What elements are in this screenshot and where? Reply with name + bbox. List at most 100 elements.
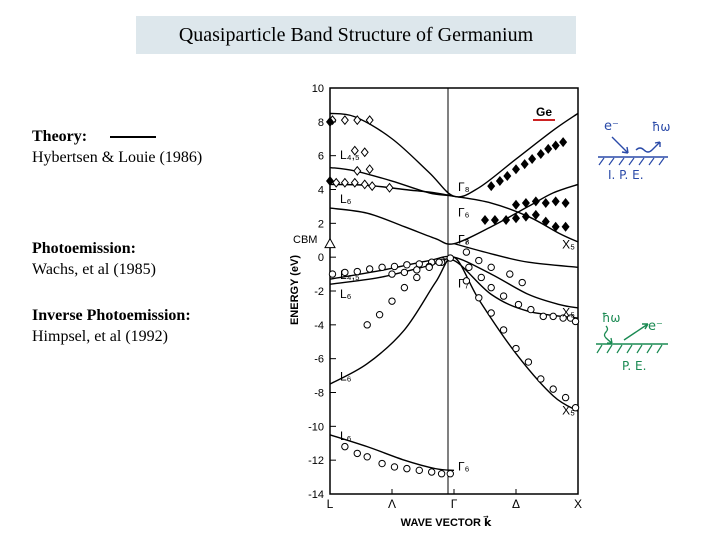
photoemission-point <box>400 283 409 292</box>
inverse-photoemission-point <box>360 147 369 158</box>
material-label: Ge <box>536 105 552 119</box>
high-symmetry-label: L₄,₅ <box>340 268 360 282</box>
inverse-photoemission-filled-point <box>536 148 545 159</box>
legend-ipe-source: Himpsel, et al (1992) <box>32 328 168 345</box>
photoemission-point <box>477 273 485 282</box>
legend-pe: Photoemission: Wachs, et al (1985) <box>32 238 156 280</box>
photoemission-point <box>435 258 443 266</box>
photoemission-point <box>487 263 495 272</box>
inverse-photoemission-filled-point <box>531 196 540 207</box>
inverse-photoemission-point <box>340 115 349 126</box>
photoemission-point <box>378 263 386 272</box>
photoemission-point <box>571 317 580 326</box>
high-symmetry-label: X₅ <box>562 238 575 252</box>
photoemission-points <box>328 248 580 478</box>
photoemission-point <box>465 263 473 272</box>
photoemission-point <box>390 463 399 471</box>
x-tick-label: L <box>327 497 334 511</box>
ipe-label: I. P. E. <box>608 168 644 182</box>
inverse-photoemission-point <box>353 165 362 176</box>
inverse-photoemission-filled-point <box>502 214 511 225</box>
y-tick-label: -8 <box>314 388 324 400</box>
y-tick-label: 10 <box>312 83 324 95</box>
plot-frame <box>329 87 579 495</box>
photoemission-point <box>524 358 533 366</box>
photoemission-point <box>375 310 384 319</box>
inverse-photoemission-point <box>385 182 394 193</box>
inverse-photoemission-point <box>368 181 377 192</box>
high-symmetry-label: L₆ <box>340 192 352 206</box>
legend-ipe-heading: Inverse Photoemission: <box>32 307 191 324</box>
inverse-photoemission-point <box>332 177 341 188</box>
inverse-photoemission-filled-point <box>561 221 570 232</box>
inverse-photoemission-filled-point <box>480 214 490 225</box>
y-axis-label: ENERGY (eV) <box>289 255 301 325</box>
inverse-photoemission-filled-point <box>559 137 568 148</box>
inverse-photoemission-filled-point <box>551 196 560 207</box>
photoemission-point <box>506 270 514 278</box>
photoemission-point <box>427 468 436 476</box>
photoemission-point <box>388 270 396 278</box>
cbm-label: CBM <box>293 234 317 246</box>
chart-title-box: Quasiparticle Band Structure of Germaniu… <box>136 16 576 54</box>
inverse-photoemission-filled-point <box>531 209 540 220</box>
pe-label: P. E. <box>622 359 646 373</box>
photoemission-point <box>566 314 575 322</box>
pe-electron-label: e⁻ <box>648 319 663 334</box>
photoemission-point <box>527 305 535 314</box>
y-tick-label: 8 <box>318 117 324 129</box>
photoemission-point <box>437 470 446 478</box>
theory-band-line <box>329 434 455 472</box>
pe-note: ħω e⁻ P. E. <box>596 311 668 373</box>
legend-pe-heading: Photoemission: <box>32 240 136 257</box>
y-tick-label: 2 <box>318 218 324 230</box>
y-tick-label: 6 <box>318 151 324 163</box>
inverse-photoemission-filled-point <box>511 164 521 175</box>
photoemission-point <box>462 277 471 285</box>
high-symmetry-label: L₄,₅ <box>340 148 360 162</box>
photoemission-point <box>487 309 495 317</box>
inverse-photoemission-filled-point <box>520 159 529 170</box>
inverse-photoemission-filled-point <box>551 221 560 232</box>
photoemission-point <box>341 268 349 277</box>
x-tick-label: X <box>574 497 582 511</box>
photoemission-point <box>549 312 557 321</box>
photoemission-point <box>549 385 557 393</box>
pe-photon-label: ħω <box>602 311 620 325</box>
inverse-photoemission-filled-point <box>490 214 499 225</box>
photoemission-point <box>446 254 454 262</box>
cbm-triangle-marker <box>324 237 336 249</box>
theory-band-line <box>329 166 579 243</box>
ipe-photon-arrow <box>635 141 661 153</box>
inverse-photoemission-filled-point <box>487 181 496 192</box>
photoemission-point <box>499 326 508 334</box>
x-tick-label: Δ <box>512 497 520 511</box>
photoemission-point <box>537 375 545 383</box>
photoemission-point <box>499 292 508 300</box>
inverse-photoemission-filled-point <box>503 170 512 181</box>
inverse-photoemission-point <box>350 177 359 188</box>
photoemission-point <box>561 393 570 402</box>
high-symmetry-label: L₆ <box>340 287 352 301</box>
x-axis-label: WAVE VECTOR k⃗ <box>401 515 492 529</box>
high-symmetry-label: Γ₆ <box>458 459 470 473</box>
legend-theory-line <box>110 136 156 138</box>
high-symmetry-label: Γ₆ <box>458 206 470 220</box>
photoemission-point <box>514 300 523 309</box>
cbm-triangle <box>324 237 336 249</box>
legend-theory: Theory: Hybertsen & Louie (1986) <box>32 126 202 168</box>
ipe-electron-arrow <box>611 136 629 154</box>
photoemission-point <box>475 256 483 265</box>
photoemission-point <box>425 263 433 272</box>
high-symmetry-label: X₅ <box>562 403 575 417</box>
photoemission-point <box>462 248 471 256</box>
y-tick-label: -4 <box>314 320 324 332</box>
legend-ipe: Inverse Photoemission: Himpsel, et al (1… <box>32 305 191 347</box>
photoemission-point <box>475 294 483 302</box>
inverse-photoemission-filled-point <box>511 199 521 210</box>
y-tick-label: 0 <box>318 252 324 264</box>
high-symmetry-label: Γ₈ <box>458 180 470 194</box>
photoemission-point <box>415 466 423 475</box>
legend-theory-heading: Theory: <box>32 128 88 145</box>
